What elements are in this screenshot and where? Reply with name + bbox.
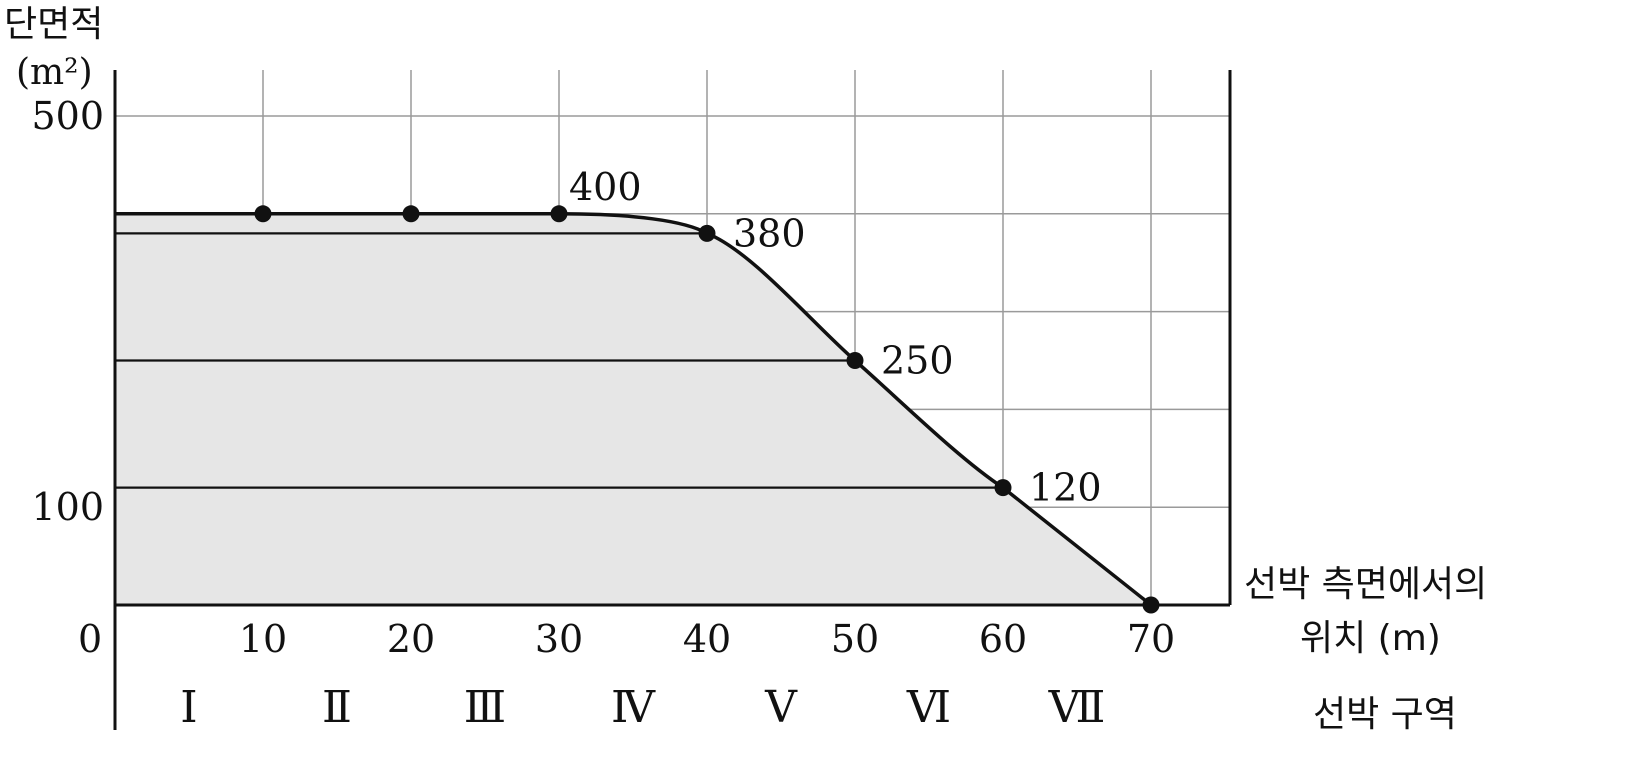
- tick-labels: 10 20 30 40 50 60 70 500 100: [31, 94, 1175, 661]
- x-tick-label: 30: [535, 617, 583, 661]
- data-point: [254, 205, 272, 223]
- data-point: [402, 205, 420, 223]
- zone-axis-label: 선박 구역: [1313, 694, 1457, 735]
- data-point: [1142, 596, 1160, 614]
- x-axis-label-line1: 선박 측면에서의: [1244, 564, 1487, 605]
- y-axis-label: 단면적: [4, 4, 103, 45]
- origin-label: 0: [78, 617, 102, 661]
- zone-label: Ⅲ: [464, 682, 506, 733]
- zone-label: Ⅳ: [611, 682, 656, 733]
- data-label: 250: [881, 339, 954, 383]
- data-point: [698, 224, 716, 242]
- data-point: [550, 205, 568, 223]
- data-markers: [254, 205, 1160, 614]
- x-tick-label: 70: [1127, 617, 1175, 661]
- data-label: 380: [733, 211, 806, 255]
- zone-label: Ⅴ: [764, 682, 798, 733]
- area-under-curve: [115, 213, 1151, 606]
- zone-label: Ⅶ: [1048, 682, 1106, 733]
- zone-label: Ⅱ: [322, 682, 352, 733]
- x-tick-label: 60: [979, 617, 1027, 661]
- data-point: [846, 352, 864, 369]
- data-point: [994, 479, 1012, 497]
- x-tick-label: 50: [831, 617, 879, 661]
- series-line: [115, 212, 1153, 607]
- zone-label: Ⅰ: [180, 682, 197, 733]
- x-tick-label: 20: [387, 617, 435, 661]
- zone-labels: Ⅰ Ⅱ Ⅲ Ⅳ Ⅴ Ⅵ Ⅶ: [180, 682, 1105, 733]
- data-label: 400: [569, 165, 642, 209]
- y-axis-unit: (m²): [16, 52, 93, 93]
- x-tick-label: 40: [683, 617, 731, 661]
- reference-lines: [115, 232, 1003, 489]
- y-tick-label: 100: [31, 485, 104, 529]
- data-labels: 400 380 250 120: [569, 165, 1102, 510]
- x-axis-label-line2: 위치 (m): [1300, 618, 1441, 659]
- y-tick-label: 500: [31, 94, 104, 138]
- data-label: 120: [1029, 466, 1102, 510]
- x-tick-label: 10: [239, 617, 287, 661]
- zone-label: Ⅵ: [906, 682, 951, 733]
